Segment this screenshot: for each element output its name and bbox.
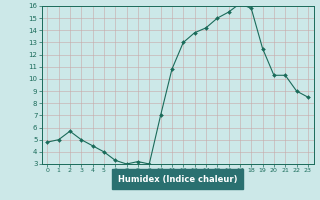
X-axis label: Humidex (Indice chaleur): Humidex (Indice chaleur) (118, 175, 237, 184)
